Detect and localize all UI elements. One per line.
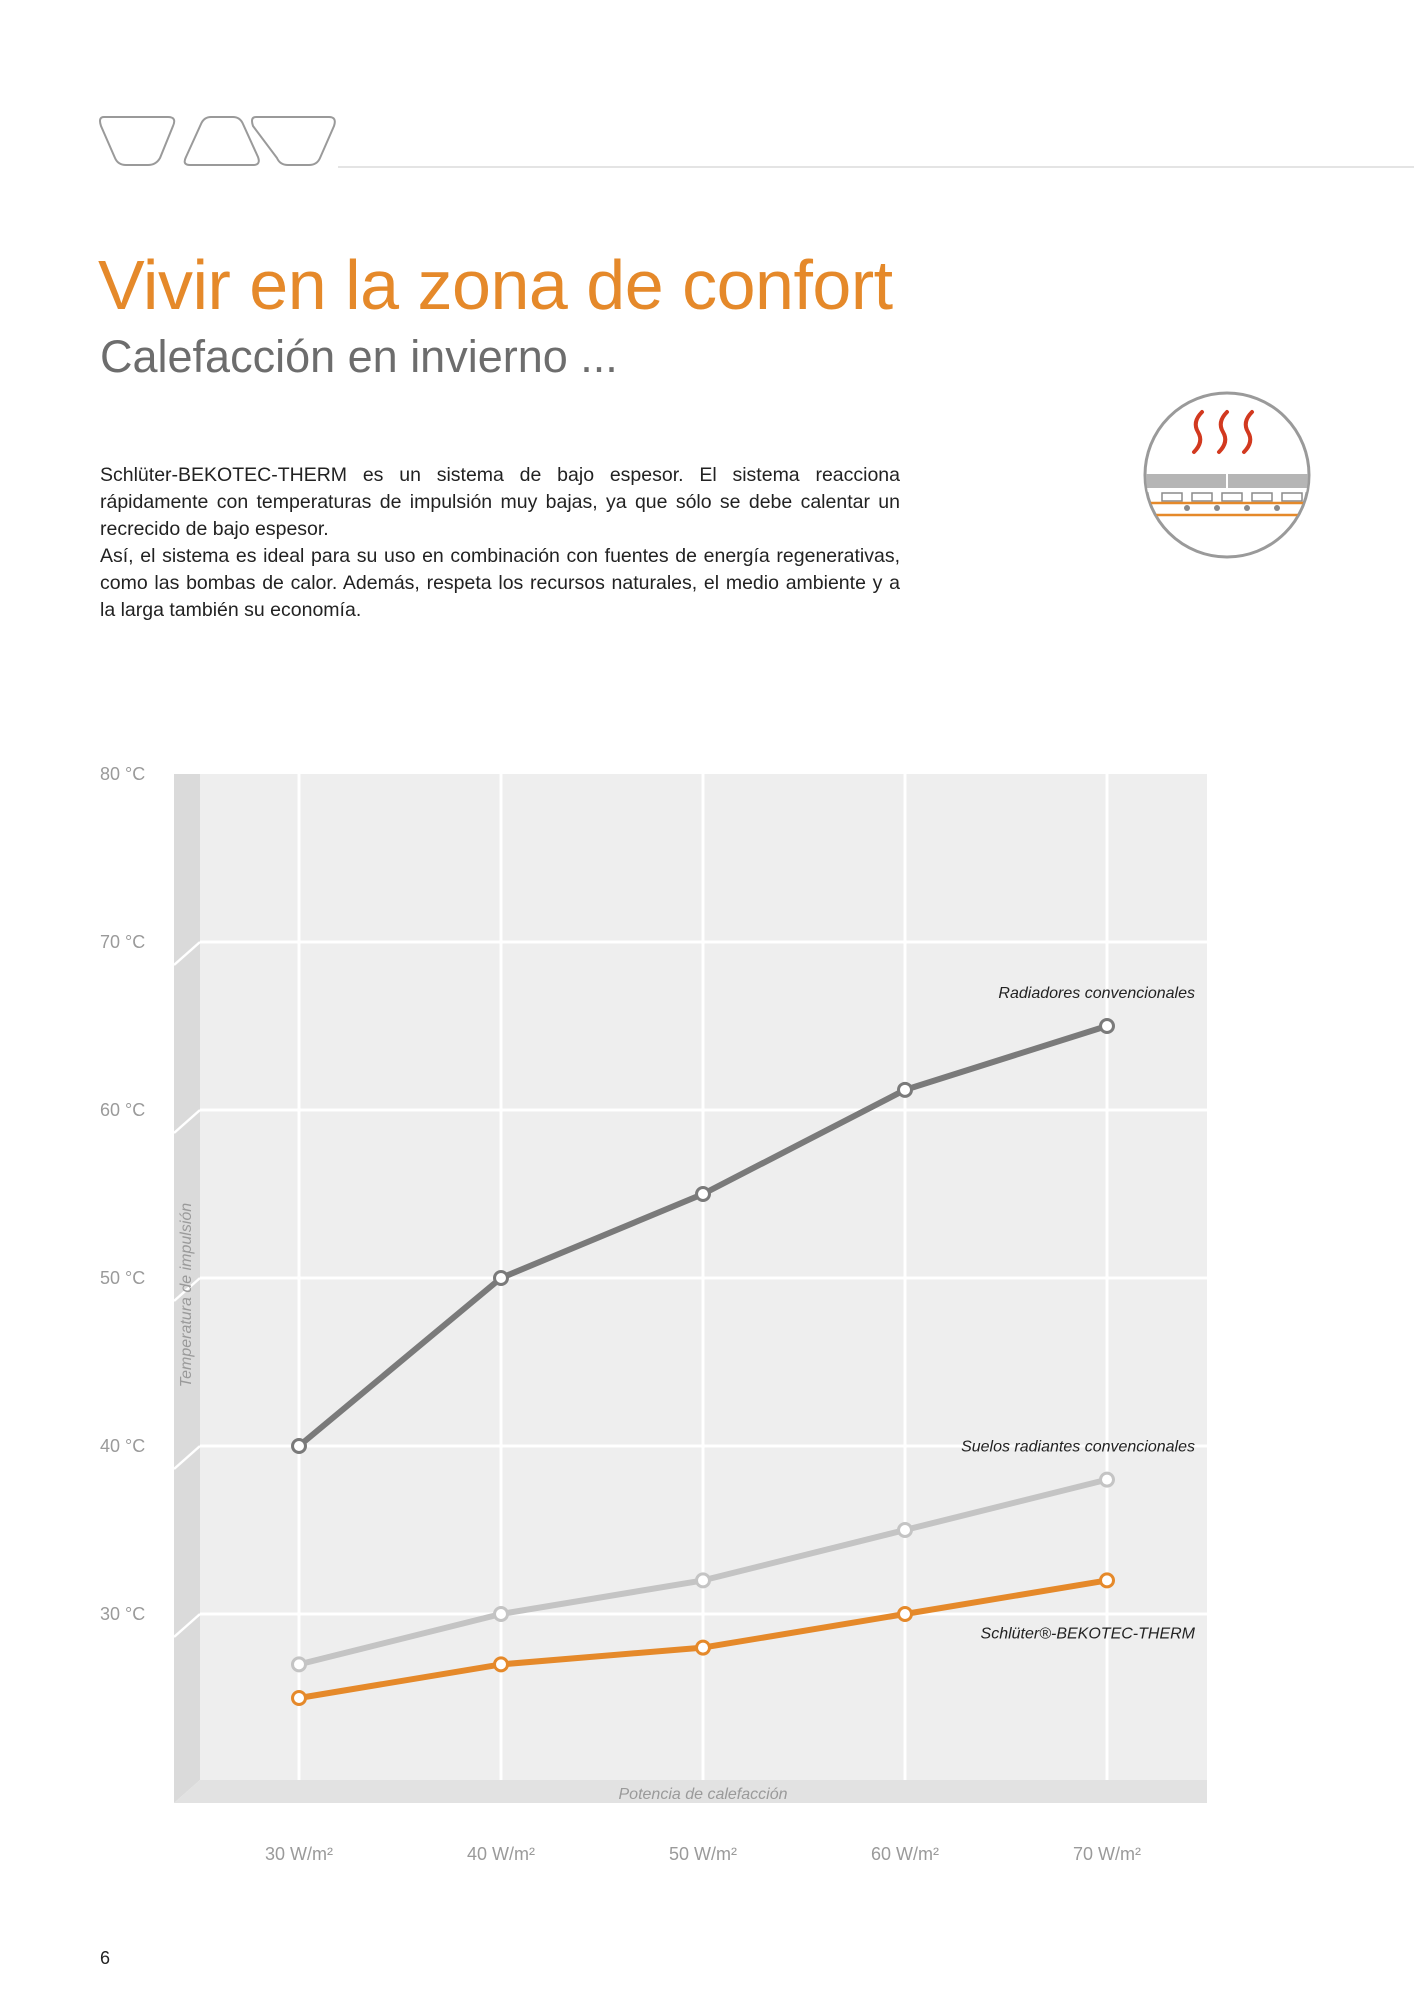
chart-series-labels: Radiadores convencionales Suelos radiante… bbox=[961, 985, 1196, 1642]
data-point bbox=[897, 1606, 913, 1622]
y-gridline-depth bbox=[173, 1277, 201, 1302]
intro-paragraph-2: Así, el sistema es ideal para su uso en … bbox=[100, 545, 900, 621]
data-point bbox=[695, 1186, 711, 1202]
y-gridline-depth bbox=[173, 1109, 201, 1134]
data-point bbox=[897, 1081, 913, 1098]
chart-series bbox=[291, 1018, 1115, 1706]
data-point bbox=[493, 1606, 509, 1622]
tab-outline-3 bbox=[251, 116, 336, 166]
y-tick-label: 70 °C bbox=[100, 932, 145, 952]
data-point bbox=[1099, 1018, 1115, 1034]
x-axis-label: Potencia de calefacción bbox=[619, 1786, 788, 1803]
data-point bbox=[291, 1438, 307, 1454]
heat-waves-icon bbox=[1192, 410, 1254, 454]
temperature-chart: 30 °C 40 °C 50 °C 60 °C 70 °C 80 °C 30 W/m² 40… bbox=[100, 764, 1207, 1864]
x-tick-label: 50 W/m² bbox=[669, 1844, 737, 1864]
page-subtitle: Calefacción en invierno ... bbox=[100, 331, 618, 382]
data-point bbox=[695, 1572, 711, 1589]
y-axis-ticks: 30 °C 40 °C 50 °C 60 °C 70 °C 80 °C bbox=[100, 764, 145, 1624]
data-point bbox=[897, 1522, 913, 1538]
intro-text: Schlüter-BEKOTEC-THERM es un sistema de … bbox=[100, 462, 900, 624]
x-tick-label: 60 W/m² bbox=[871, 1844, 939, 1864]
y-tick-label: 80 °C bbox=[100, 764, 145, 784]
y-tick-label: 30 °C bbox=[100, 1604, 145, 1624]
y-tick-label: 50 °C bbox=[100, 1268, 145, 1288]
tab-outline-1 bbox=[99, 116, 176, 166]
y-tick-label: 60 °C bbox=[100, 1100, 145, 1120]
y-tick-label: 40 °C bbox=[100, 1436, 145, 1456]
data-point bbox=[291, 1656, 307, 1673]
plot-floor bbox=[174, 1780, 1207, 1803]
data-point bbox=[1099, 1572, 1115, 1589]
data-point bbox=[1099, 1471, 1115, 1488]
intro-paragraph-1: Schlüter-BEKOTEC-THERM es un sistema de … bbox=[100, 464, 900, 540]
page-title: Vivir en la zona de confort bbox=[98, 246, 893, 324]
tab-outline-2 bbox=[183, 116, 260, 166]
series-label: Schlüter®-BEKOTEC-THERM bbox=[981, 1625, 1196, 1642]
y-gridline-depth bbox=[173, 941, 201, 966]
y-gridline-depth bbox=[173, 1445, 201, 1470]
x-tick-label: 30 W/m² bbox=[265, 1844, 333, 1864]
series-label: Suelos radiantes convencionales bbox=[961, 1439, 1195, 1456]
underfloor-heating-icon bbox=[1143, 391, 1311, 559]
series-label: Radiadores convencionales bbox=[998, 985, 1195, 1002]
x-tick-label: 40 W/m² bbox=[467, 1844, 535, 1864]
y-gridline-depth bbox=[173, 1613, 201, 1638]
data-point bbox=[493, 1656, 509, 1673]
x-axis-ticks: 30 W/m² 40 W/m² 50 W/m² 60 W/m² 70 W/m² bbox=[265, 1844, 1141, 1864]
header-tabs-icon bbox=[99, 116, 336, 166]
data-point bbox=[291, 1690, 307, 1706]
page-number: 6 bbox=[100, 1948, 111, 1968]
x-tick-label: 70 W/m² bbox=[1073, 1844, 1141, 1864]
header-rule bbox=[338, 166, 1414, 168]
data-point bbox=[493, 1270, 509, 1286]
y-axis-label: Temperatura de impulsión bbox=[178, 1203, 195, 1388]
data-point bbox=[695, 1639, 711, 1656]
